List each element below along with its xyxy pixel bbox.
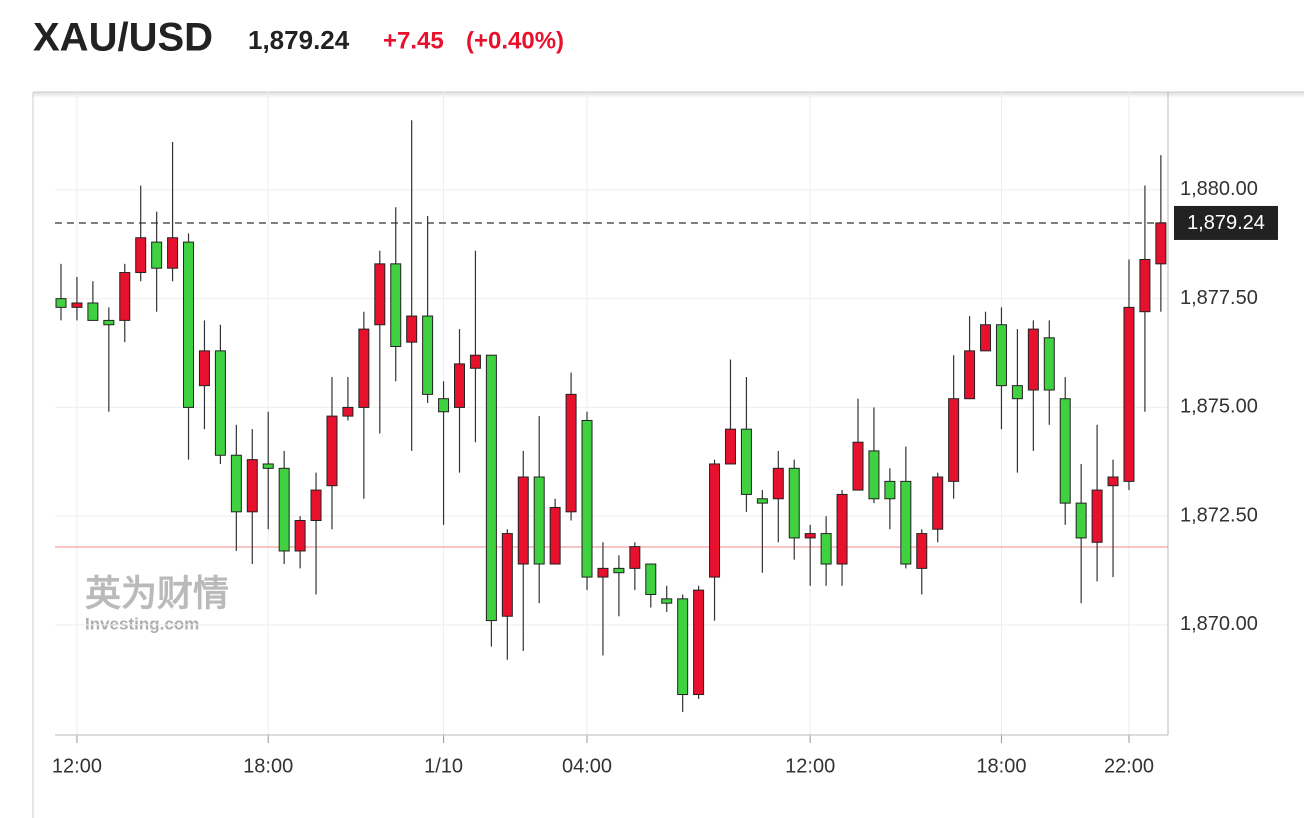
- candle-body: [565, 393, 577, 513]
- y-tick-label: 1,875.00: [1180, 396, 1258, 418]
- candle-body: [422, 315, 434, 395]
- candle-body: [756, 498, 768, 504]
- x-tick-label: 04:00: [562, 755, 612, 777]
- candle-body: [278, 467, 290, 552]
- y-tick-label: 1,872.50: [1180, 504, 1258, 526]
- candle-body: [1091, 489, 1103, 543]
- candle-body: [135, 237, 147, 274]
- price-tag: 1,879.24: [1187, 212, 1265, 234]
- candle-body: [932, 476, 944, 530]
- change-pct: (+0.40%): [466, 27, 564, 54]
- candle-body: [485, 354, 497, 622]
- candle-body: [613, 567, 625, 574]
- candle-body: [183, 241, 195, 408]
- candle-body: [71, 302, 83, 308]
- x-tick-label: 18:00: [976, 755, 1026, 777]
- candle-body: [788, 467, 800, 539]
- candle-body: [693, 589, 705, 696]
- x-tick-label: 12:00: [52, 755, 102, 777]
- candle-body: [1123, 306, 1135, 482]
- candle-body: [374, 263, 386, 326]
- x-tick-label: 12:00: [785, 755, 835, 777]
- candle-body: [517, 476, 529, 565]
- candle-body: [151, 241, 163, 269]
- candle-body: [119, 272, 131, 321]
- candle-body: [884, 480, 896, 500]
- candle-body: [1155, 222, 1167, 265]
- candle-body: [358, 328, 370, 408]
- candle-body: [103, 319, 115, 326]
- change: +7.45: [383, 27, 444, 54]
- candle-body: [597, 567, 609, 578]
- candle-body: [310, 489, 322, 522]
- candle-body: [1107, 476, 1119, 487]
- candle-body: [995, 324, 1007, 387]
- candle-body: [342, 406, 354, 417]
- candle-body: [980, 324, 992, 352]
- candle-body: [1075, 502, 1087, 539]
- candle-body: [868, 450, 880, 500]
- candle-body: [661, 598, 673, 604]
- watermark-cn: 英为财情: [85, 573, 229, 614]
- candle-body: [262, 463, 274, 469]
- candle-body: [469, 354, 481, 369]
- candle-body: [294, 520, 306, 552]
- candle-body: [804, 533, 816, 539]
- x-tick-label: 1/10: [424, 755, 463, 777]
- candle-body: [55, 298, 67, 308]
- candle-body: [740, 428, 752, 495]
- candle-body: [230, 454, 242, 513]
- y-tick-label: 1,870.00: [1180, 613, 1258, 635]
- candle-body: [709, 463, 721, 578]
- frame-shadow: [33, 92, 1304, 98]
- candle-body: [549, 506, 561, 565]
- candle-body: [900, 480, 912, 565]
- candle-body: [1011, 385, 1023, 400]
- candle-body: [438, 398, 450, 413]
- candle-body: [1027, 328, 1039, 391]
- x-tick-label: 22:00: [1104, 755, 1154, 777]
- candle-body: [533, 476, 545, 565]
- candle-body: [581, 419, 593, 578]
- candle-body: [916, 533, 928, 569]
- symbol: XAU/USD: [33, 16, 213, 60]
- candle-body: [629, 546, 641, 569]
- candle-body: [820, 533, 832, 565]
- candle-body: [406, 315, 418, 343]
- candle-body: [246, 459, 258, 513]
- candle-body: [390, 263, 402, 348]
- candle-body: [964, 350, 976, 400]
- candle-body: [454, 363, 465, 408]
- candle-body: [501, 533, 513, 617]
- candle-body: [948, 398, 960, 482]
- candle-body: [214, 350, 226, 456]
- candle-body: [677, 598, 689, 696]
- price: 1,879.24: [248, 25, 350, 55]
- candle-body: [87, 302, 99, 321]
- candle-body: [772, 467, 784, 500]
- watermark-en: Investing.com: [85, 614, 199, 633]
- candle-body: [1139, 258, 1151, 313]
- y-tick-label: 1,877.50: [1180, 287, 1258, 309]
- candle-body: [1059, 398, 1071, 504]
- x-tick-label: 18:00: [243, 755, 293, 777]
- candle-body: [326, 415, 338, 487]
- candle-body: [836, 493, 848, 565]
- candle-body: [198, 350, 210, 387]
- candle-body: [852, 441, 864, 491]
- y-tick-label: 1,880.00: [1180, 178, 1258, 200]
- candle-body: [724, 428, 736, 465]
- price-tag-box: [1174, 205, 1278, 240]
- candle-body: [1043, 337, 1055, 391]
- candle-body: [167, 237, 179, 269]
- candle-body: [645, 563, 657, 595]
